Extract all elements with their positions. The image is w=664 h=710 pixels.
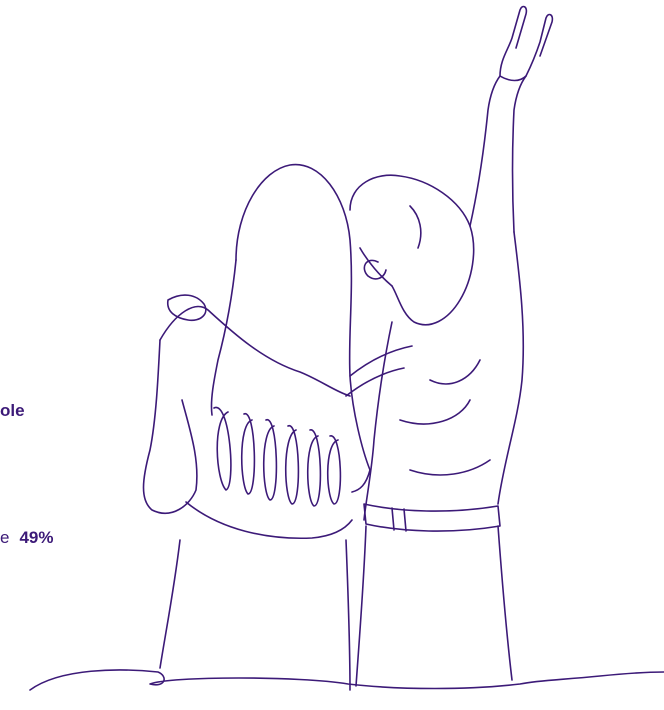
right-person-belt	[363, 503, 501, 532]
peace-sign-hand	[499, 5, 554, 82]
right-person-legs	[355, 525, 513, 687]
right-person-shirt-folds	[399, 359, 491, 476]
right-person-ear	[363, 259, 387, 280]
ground-line	[29, 669, 664, 691]
right-person-raised-arm	[469, 75, 527, 233]
right-person-arm-around	[345, 345, 413, 397]
left-person-legs	[159, 539, 351, 691]
left-person-left-arm	[142, 339, 198, 515]
left-person-hair-side	[210, 259, 237, 416]
stat-prefix: e	[0, 528, 10, 547]
left-person-gathers	[213, 407, 342, 507]
stat-percentage: 49%	[19, 528, 54, 547]
left-person-hair	[235, 163, 371, 493]
left-person-hand-on-shoulder	[166, 294, 207, 322]
right-person-head	[349, 174, 475, 326]
right-person-torso	[363, 231, 525, 521]
stat-line: e 49%	[0, 528, 54, 548]
left-person-back	[159, 305, 351, 397]
left-person-shirt-hem	[185, 501, 353, 540]
truncated-heading-fragment: ole	[0, 401, 25, 420]
right-person-hair-detail	[359, 205, 422, 287]
